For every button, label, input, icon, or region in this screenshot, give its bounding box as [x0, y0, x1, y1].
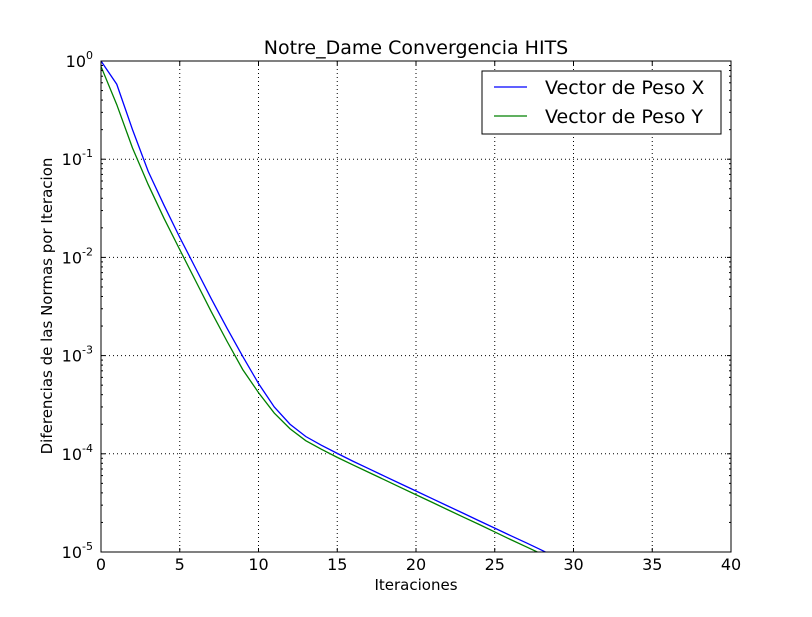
- grid-lines: [101, 61, 731, 552]
- x-tick-label: 15: [327, 555, 347, 574]
- x-tick-label: 0: [96, 555, 106, 574]
- axis-ticks: [100, 60, 732, 553]
- legend: Vector de Peso X Vector de Peso Y: [481, 70, 722, 135]
- x-tick-labels: 0 5 10 15 20 25 30 35 40: [96, 555, 741, 574]
- x-tick-label: 30: [563, 555, 583, 574]
- y-tick-label: 10-3: [62, 344, 93, 366]
- x-axis-label: Iteraciones: [374, 576, 457, 594]
- series-line-vector-x: [101, 61, 547, 552]
- x-tick-label: 5: [175, 555, 185, 574]
- y-tick-label: 10-5: [62, 540, 93, 562]
- y-tick-labels: 100 10-1 10-2 10-3 10-4 10-5: [62, 49, 93, 562]
- x-tick-label: 35: [642, 555, 662, 574]
- y-axis-label: Diferencias de las Normas por Iteracion: [38, 158, 56, 455]
- series-lines: [101, 61, 547, 552]
- y-tick-label: 100: [66, 49, 93, 71]
- x-tick-label: 10: [248, 555, 268, 574]
- y-tick-label: 10-2: [62, 245, 93, 267]
- chart-title: Notre_Dame Convergencia HITS: [264, 37, 568, 59]
- series-line-vector-y: [101, 66, 539, 552]
- x-tick-label: 40: [721, 555, 741, 574]
- x-tick-label: 25: [485, 555, 505, 574]
- legend-label-vector-x: Vector de Peso X: [545, 77, 704, 99]
- legend-frame: [481, 70, 722, 135]
- y-tick-label: 10-1: [62, 147, 93, 169]
- x-tick-label: 20: [406, 555, 426, 574]
- legend-label-vector-y: Vector de Peso Y: [545, 106, 703, 128]
- y-tick-label: 10-4: [62, 442, 93, 464]
